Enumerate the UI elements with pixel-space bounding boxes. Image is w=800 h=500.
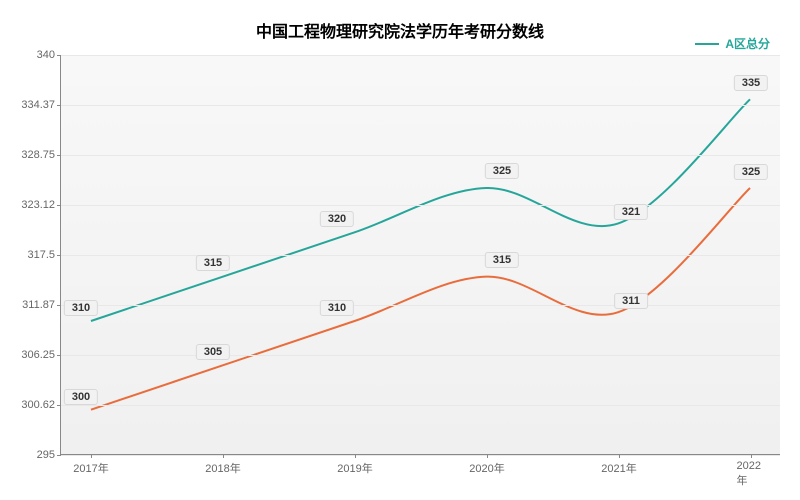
data-label: 321 xyxy=(614,204,648,220)
data-label: 310 xyxy=(320,300,354,316)
x-axis-label: 2017年 xyxy=(73,460,108,476)
y-tick xyxy=(57,455,61,456)
data-label: 315 xyxy=(196,255,230,271)
y-axis-label: 306.25 xyxy=(21,349,55,361)
gridline xyxy=(61,55,780,56)
data-label: 315 xyxy=(485,252,519,268)
chart-title: 中国工程物理研究院法学历年考研分数线 xyxy=(256,18,544,42)
gridline xyxy=(61,105,780,106)
data-label: 305 xyxy=(196,344,230,360)
y-axis-label: 323.12 xyxy=(21,199,55,211)
y-axis-label: 311.87 xyxy=(22,299,55,311)
y-tick xyxy=(57,355,61,356)
x-tick xyxy=(619,454,620,458)
y-axis-label: 317.5 xyxy=(27,249,55,261)
gridline xyxy=(61,405,780,406)
x-axis-label: 2020年 xyxy=(469,460,504,476)
legend-label-a: A区总分 xyxy=(725,35,770,52)
x-tick xyxy=(355,454,356,458)
y-tick xyxy=(57,405,61,406)
x-axis-label: 2019年 xyxy=(337,460,372,476)
y-tick xyxy=(57,155,61,156)
gridline xyxy=(61,305,780,306)
x-tick xyxy=(223,454,224,458)
y-tick xyxy=(57,55,61,56)
data-label: 300 xyxy=(64,389,98,405)
y-tick xyxy=(57,305,61,306)
plot-area: 295300.62306.25311.87317.5323.12328.7533… xyxy=(60,55,780,455)
x-axis-label: 2022年 xyxy=(737,460,766,488)
chart-container: 中国工程物理研究院法学历年考研分数线 A区总分 B区总分 295300.6230… xyxy=(0,0,800,500)
y-axis-label: 300.62 xyxy=(21,399,55,411)
x-axis-label: 2018年 xyxy=(205,460,240,476)
x-tick xyxy=(487,454,488,458)
series-line-1 xyxy=(91,188,750,410)
data-label: 325 xyxy=(734,164,768,180)
y-axis-label: 340 xyxy=(37,49,55,61)
y-axis-label: 295 xyxy=(37,449,55,461)
gridline xyxy=(61,355,780,356)
y-tick xyxy=(57,105,61,106)
y-axis-label: 334.37 xyxy=(21,99,55,111)
gridline xyxy=(61,205,780,206)
legend-item-a: A区总分 xyxy=(695,35,770,52)
y-tick xyxy=(57,255,61,256)
data-label: 320 xyxy=(320,211,354,227)
y-axis-label: 328.75 xyxy=(21,149,55,161)
legend-swatch-a xyxy=(695,43,719,45)
series-line-0 xyxy=(91,99,750,321)
data-label: 311 xyxy=(614,293,648,309)
gridline xyxy=(61,155,780,156)
data-label: 335 xyxy=(734,75,768,91)
data-label: 310 xyxy=(64,300,98,316)
x-axis-label: 2021年 xyxy=(601,460,636,476)
x-tick xyxy=(91,454,92,458)
x-tick xyxy=(751,454,752,458)
y-tick xyxy=(57,205,61,206)
gridline xyxy=(61,455,780,456)
gridline xyxy=(61,255,780,256)
data-label: 325 xyxy=(485,163,519,179)
